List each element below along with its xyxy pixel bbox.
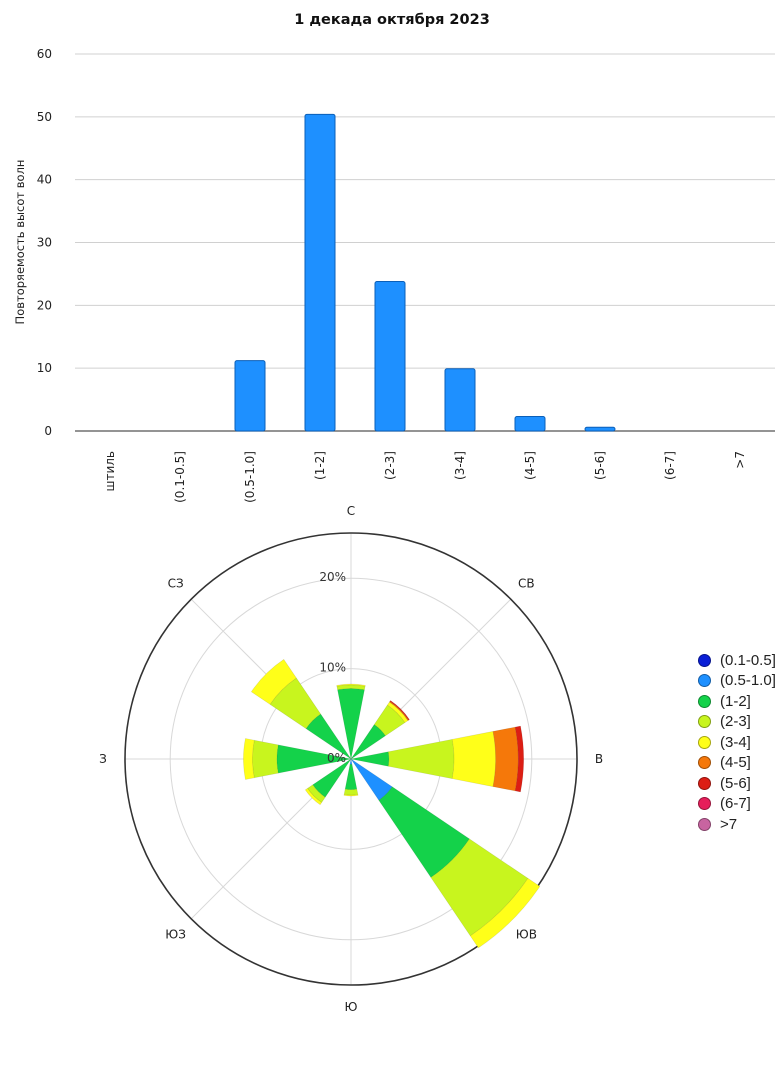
rose-sector bbox=[514, 725, 524, 793]
legend-item[interactable]: (0.5-1.0] bbox=[698, 671, 776, 692]
legend-swatch bbox=[698, 776, 711, 790]
legend-label: (6-7] bbox=[720, 795, 751, 813]
rose-sector bbox=[252, 739, 279, 779]
rose-sector bbox=[350, 751, 390, 767]
x-tick-label: (6-7] bbox=[663, 451, 677, 480]
direction-label: В bbox=[595, 752, 603, 766]
direction-label: Ю bbox=[345, 1000, 358, 1014]
rose-sector bbox=[469, 877, 541, 949]
legend-label: (0.1-0.5] bbox=[720, 651, 776, 669]
y-tick-label: 50 bbox=[37, 110, 52, 124]
rose-sector bbox=[344, 763, 358, 791]
legend-swatch bbox=[698, 756, 711, 770]
legend-item[interactable]: (1-2] bbox=[698, 691, 776, 712]
chart-title: 1 декада октября 2023 bbox=[294, 12, 490, 28]
legend-item[interactable]: >7 bbox=[698, 814, 776, 835]
rose-sector bbox=[243, 738, 255, 780]
direction-label: С bbox=[347, 504, 355, 518]
y-axis-label: Повторяемость высот волн bbox=[13, 160, 27, 325]
bar bbox=[234, 360, 266, 432]
legend-item[interactable]: (0.1-0.5] bbox=[698, 650, 776, 671]
legend-swatch bbox=[698, 735, 711, 749]
legend-swatch bbox=[698, 797, 711, 811]
x-tick-label: (5-6] bbox=[593, 451, 607, 480]
outer-circle bbox=[124, 532, 578, 986]
legend-swatch bbox=[698, 715, 711, 729]
x-tick-label: (0.5-1.0] bbox=[243, 451, 257, 503]
rose-sector bbox=[389, 700, 410, 721]
legend-item[interactable]: (3-4] bbox=[698, 732, 776, 753]
y-tick-label: 60 bbox=[37, 47, 52, 61]
radial-tick-label: 10% bbox=[319, 661, 346, 675]
rose-sector bbox=[387, 738, 455, 780]
x-tick-label: штиль bbox=[103, 451, 117, 492]
y-tick-label: 10 bbox=[37, 361, 52, 375]
rose-sector bbox=[336, 684, 366, 691]
direction-label: З bbox=[99, 752, 107, 766]
x-tick-label: (3-4] bbox=[453, 451, 467, 480]
rose-sector bbox=[349, 758, 353, 765]
x-tick-label: (0.1-0.5] bbox=[173, 451, 187, 503]
bar bbox=[304, 113, 336, 432]
direction-label: ЮВ bbox=[516, 927, 537, 941]
rose-sector bbox=[343, 788, 359, 796]
rose-sector bbox=[336, 683, 366, 687]
legend-swatch bbox=[698, 694, 711, 708]
y-tick-label: 40 bbox=[37, 173, 52, 187]
legend-label: (4-5] bbox=[720, 754, 751, 772]
y-tick-label: 30 bbox=[37, 236, 52, 250]
legend-label: (3-4] bbox=[720, 733, 751, 751]
x-tick-label: (4-5] bbox=[523, 451, 537, 480]
rose-sector bbox=[337, 688, 365, 760]
legend-label: (2-3] bbox=[720, 713, 751, 731]
rose-sector bbox=[492, 726, 519, 792]
bar-chart: 1 декада октября 2023 Повторяемость высо… bbox=[13, 12, 775, 503]
legend-label: (1-2] bbox=[720, 692, 751, 710]
bar bbox=[514, 416, 546, 432]
x-tick-label: (1-2] bbox=[313, 451, 327, 480]
legend-item[interactable]: (4-5] bbox=[698, 753, 776, 774]
bar bbox=[584, 426, 616, 432]
rose-sector bbox=[343, 794, 359, 797]
legend-label: >7 bbox=[720, 815, 738, 833]
direction-label: ЮЗ bbox=[165, 927, 186, 941]
rose-legend: (0.1-0.5] (0.5-1.0] (1-2] (2-3] (3-4] (4-5] (5… bbox=[698, 650, 776, 835]
radial-tick-label: 20% bbox=[319, 570, 346, 584]
direction-label: СЗ bbox=[168, 577, 184, 591]
x-tick-label: >7 bbox=[733, 451, 747, 469]
legend-label: (5-6] bbox=[720, 774, 751, 792]
radial-tick-label: 0% bbox=[327, 751, 346, 765]
y-tick-label: 0 bbox=[44, 424, 52, 438]
bar bbox=[374, 280, 406, 432]
legend-swatch bbox=[698, 817, 711, 831]
legend-swatch bbox=[698, 653, 711, 667]
x-tick-label: (2-3] bbox=[383, 451, 397, 480]
rose-sector bbox=[451, 731, 496, 787]
rose-sector bbox=[389, 700, 410, 721]
rose-sector bbox=[430, 838, 529, 937]
y-tick-label: 20 bbox=[37, 298, 52, 312]
rose-sector bbox=[304, 787, 323, 806]
direction-label: СВ bbox=[518, 577, 535, 591]
legend-label: (0.5-1.0] bbox=[720, 672, 776, 690]
legend-swatch bbox=[698, 674, 711, 688]
rose-sector bbox=[250, 658, 297, 705]
legend-item[interactable]: (2-3] bbox=[698, 712, 776, 733]
bar bbox=[444, 368, 476, 432]
legend-item[interactable]: (5-6] bbox=[698, 773, 776, 794]
legend-item[interactable]: (6-7] bbox=[698, 794, 776, 815]
